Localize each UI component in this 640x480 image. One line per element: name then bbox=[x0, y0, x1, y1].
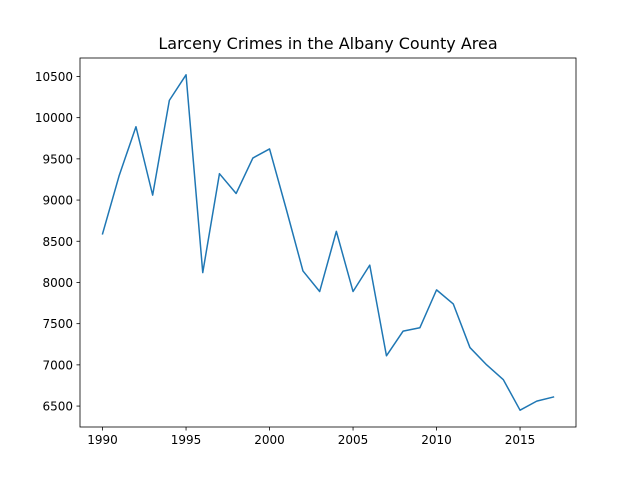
x-tick-label: 2005 bbox=[338, 433, 369, 447]
y-tick-label: 10000 bbox=[35, 111, 73, 125]
y-tick-label: 6500 bbox=[42, 400, 73, 414]
y-tick-label: 8500 bbox=[42, 235, 73, 249]
x-tick-label: 2015 bbox=[505, 433, 536, 447]
series-line-0 bbox=[101, 74, 555, 411]
x-tick-label: 2000 bbox=[254, 433, 285, 447]
y-tick-label: 7000 bbox=[42, 358, 73, 372]
y-tick-label: 8000 bbox=[42, 276, 73, 290]
plot-area: 1990 1995 2000 2005 2010 2015 6500 7000 7500 8000… bbox=[35, 57, 577, 447]
x-tick-label: 2010 bbox=[421, 433, 452, 447]
x-tick-label: 1990 bbox=[87, 433, 118, 447]
chart-title: Larceny Crimes in the Albany County Area bbox=[158, 34, 497, 53]
y-tick-label: 10500 bbox=[35, 70, 73, 84]
y-tick-label: 7500 bbox=[42, 317, 73, 331]
y-tick-label: 9000 bbox=[42, 194, 73, 208]
axes-frame bbox=[79, 57, 577, 428]
y-tick-label: 9500 bbox=[42, 152, 73, 166]
x-tick-label: 1995 bbox=[171, 433, 202, 447]
